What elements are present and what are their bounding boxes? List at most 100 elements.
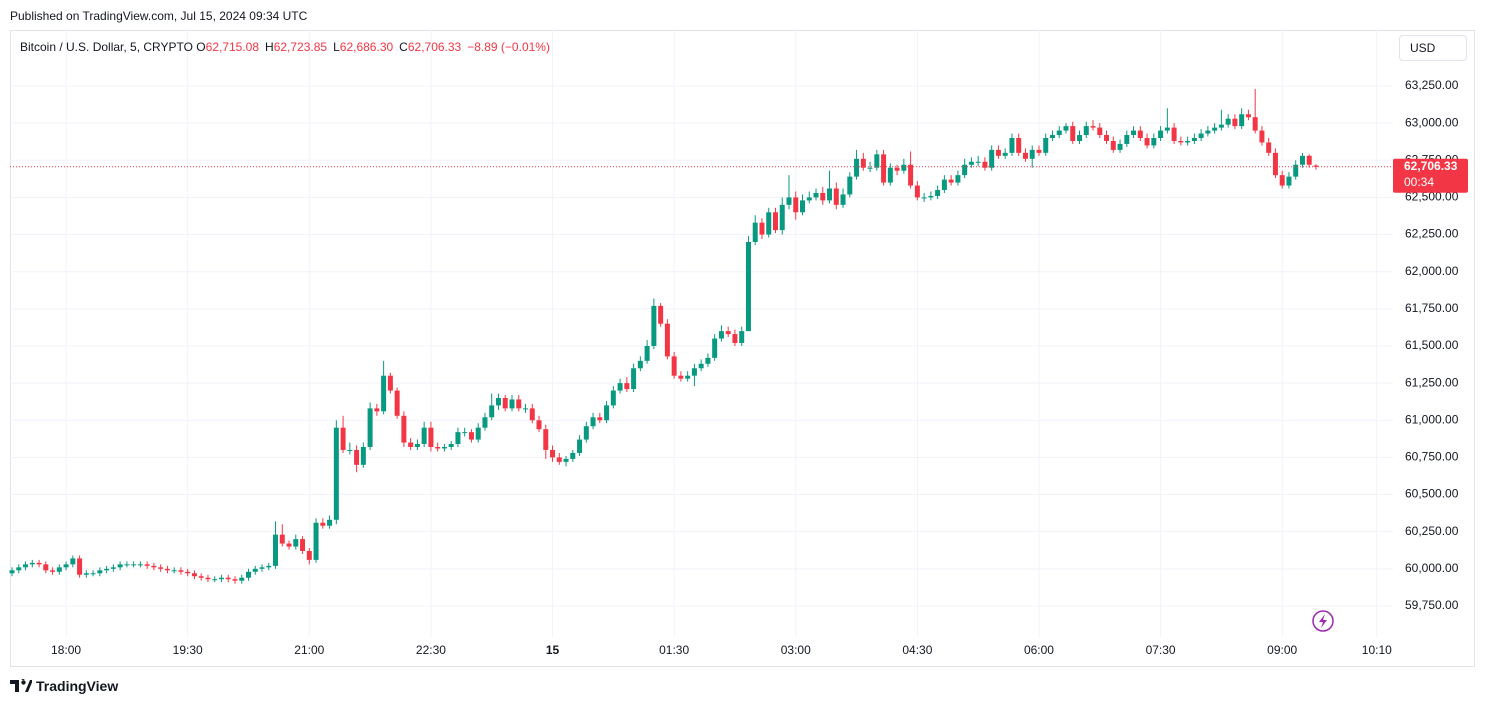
- candle-body: [1151, 138, 1157, 146]
- candle-body: [955, 175, 961, 183]
- candle-body: [1029, 149, 1035, 159]
- candle-body: [563, 458, 569, 462]
- candle-body: [948, 179, 954, 183]
- candle-body: [198, 576, 204, 578]
- candle-body: [273, 534, 279, 566]
- candle-body: [367, 408, 373, 447]
- candle-body: [171, 570, 177, 572]
- candle-body: [698, 363, 704, 369]
- candle-body: [9, 570, 15, 574]
- candle-body: [1036, 149, 1042, 153]
- candle-body: [347, 449, 353, 451]
- x-tick-label: 01:30: [659, 643, 689, 657]
- candle-body: [1016, 138, 1022, 153]
- candle-body: [860, 158, 866, 168]
- candle-body: [577, 439, 583, 453]
- candle-body: [158, 567, 164, 569]
- candle-body: [536, 420, 542, 430]
- candle-body: [806, 197, 812, 201]
- candle-body: [225, 577, 231, 580]
- y-tick-label: 60,500.00: [1405, 487, 1459, 501]
- candle-body: [671, 356, 677, 376]
- candle-body: [1049, 135, 1055, 139]
- candle-body: [1097, 127, 1103, 136]
- candle-body: [772, 212, 778, 231]
- candle-body: [164, 568, 170, 571]
- candle-body: [110, 567, 116, 569]
- candle-body: [664, 323, 670, 357]
- x-tick-label: 10:10: [1362, 643, 1392, 657]
- y-tick-label: 61,000.00: [1405, 412, 1459, 426]
- candle-body: [178, 570, 184, 572]
- candle-body: [1009, 138, 1015, 153]
- candle-body: [1077, 135, 1083, 141]
- candle-body: [340, 427, 346, 450]
- legend-change: −8.89 (−0.01%): [467, 40, 550, 54]
- candle-body: [1164, 127, 1170, 131]
- candle-body: [570, 452, 576, 459]
- candle-body: [1185, 140, 1191, 143]
- candle-body: [360, 446, 366, 465]
- replay-icon[interactable]: [1312, 610, 1334, 632]
- candle-body: [523, 408, 529, 410]
- candle-body: [820, 192, 826, 201]
- candle-body: [117, 564, 123, 568]
- candle-body: [833, 188, 839, 205]
- candle-body: [495, 397, 501, 406]
- candle-body: [1124, 135, 1130, 144]
- candle-body: [800, 200, 806, 213]
- x-tick-label: 04:30: [902, 643, 932, 657]
- candle-body: [610, 390, 616, 406]
- candle-body: [887, 167, 893, 183]
- candle-body: [205, 577, 211, 580]
- candle-body: [151, 565, 157, 568]
- y-tick-label: 62,250.00: [1405, 227, 1459, 241]
- candle-body: [381, 375, 387, 412]
- candle-body: [482, 417, 488, 428]
- candle-body: [624, 383, 630, 390]
- candle-body: [935, 189, 941, 196]
- x-tick-label: 15: [546, 643, 560, 657]
- candle-body: [617, 383, 623, 391]
- candle-body: [1056, 130, 1062, 136]
- candle-body: [435, 446, 441, 449]
- candle-body: [1090, 126, 1096, 128]
- candle-body: [1022, 152, 1028, 159]
- candle-body: [840, 194, 846, 205]
- candle-body: [468, 432, 474, 440]
- candle-body: [70, 558, 76, 565]
- candle-body: [1266, 142, 1272, 153]
- candle-body: [90, 573, 96, 575]
- candle-body: [718, 331, 724, 339]
- currency-button[interactable]: USD: [1399, 35, 1467, 61]
- candle-body: [928, 195, 934, 198]
- candle-body: [678, 375, 684, 379]
- countdown: 00:34: [1404, 175, 1434, 189]
- candle-body: [685, 375, 691, 379]
- last-price-label: 62,706.33: [1404, 159, 1458, 173]
- candle-body: [83, 573, 89, 575]
- candle-body: [1225, 118, 1231, 125]
- candle-body: [914, 185, 920, 198]
- candle-body: [259, 567, 265, 569]
- candle-body: [1232, 118, 1238, 127]
- candle-body: [989, 149, 995, 168]
- candle-body: [387, 375, 393, 391]
- candle-body: [921, 197, 927, 199]
- candle-body: [705, 357, 711, 364]
- candle-body: [245, 571, 251, 578]
- last-price-tag: [1393, 158, 1468, 193]
- candle-body: [604, 405, 610, 421]
- y-tick-label: 63,250.00: [1405, 78, 1459, 92]
- candle-body: [1272, 152, 1278, 176]
- legend-key: L: [333, 40, 340, 54]
- candles: [9, 88, 1319, 584]
- candle-body: [43, 564, 49, 571]
- candle-body: [1131, 130, 1137, 136]
- x-tick-label: 22:30: [416, 643, 446, 657]
- y-tick-label: 60,750.00: [1405, 450, 1459, 464]
- candle-body: [793, 197, 799, 213]
- candle-body: [441, 446, 447, 449]
- x-tick-label: 03:00: [781, 643, 811, 657]
- candle-body: [901, 164, 907, 171]
